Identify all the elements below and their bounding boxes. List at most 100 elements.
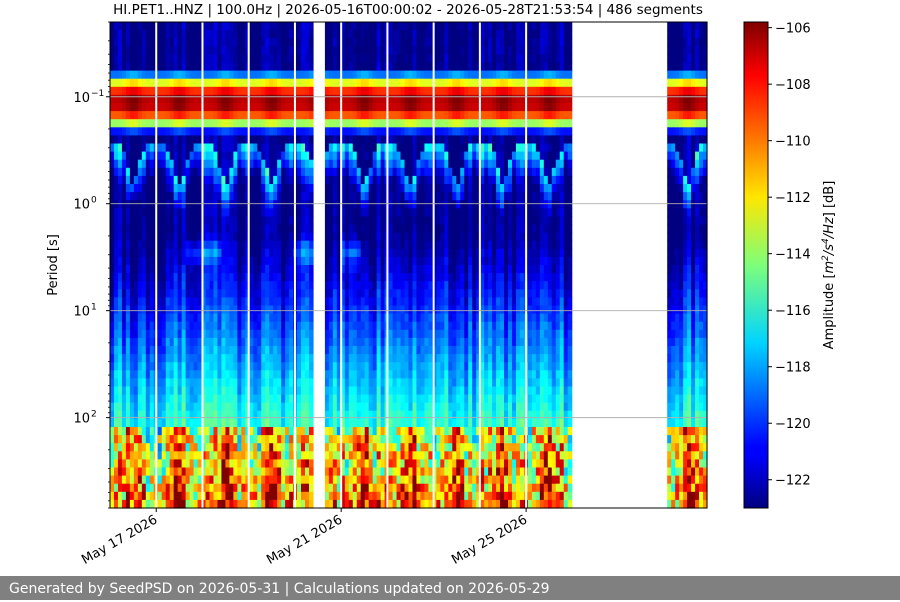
heatmap-cell <box>348 62 354 72</box>
heatmap-cell <box>169 86 175 96</box>
heatmap-cell <box>309 192 314 201</box>
heatmap-cell <box>245 38 250 47</box>
heatmap-cell <box>110 370 115 379</box>
heatmap-cell <box>181 354 187 363</box>
heatmap-cell <box>137 459 143 469</box>
heatmap-cell <box>205 418 211 428</box>
heatmap-cell <box>448 167 453 177</box>
heatmap-cell <box>253 427 258 436</box>
heatmap-cell <box>233 265 238 274</box>
heatmap-cell <box>332 143 338 153</box>
heatmap-cell <box>281 459 286 469</box>
heatmap-cell <box>161 499 167 509</box>
heatmap-cell <box>364 143 370 153</box>
heatmap-cell <box>161 475 167 485</box>
heatmap-cell <box>285 321 290 331</box>
heatmap-cell <box>213 265 219 274</box>
heatmap-cell <box>185 443 191 452</box>
heatmap-cell <box>448 386 453 396</box>
heatmap-cell <box>408 394 414 404</box>
heatmap-cell <box>305 459 310 469</box>
heatmap-cell <box>297 491 302 501</box>
heatmap-cell <box>436 386 441 396</box>
heatmap-cell <box>129 119 135 128</box>
heatmap-cell <box>169 208 175 217</box>
heatmap-cell <box>185 94 191 104</box>
heatmap-cell <box>380 94 386 104</box>
heatmap-cell <box>305 30 310 39</box>
heatmap-cell <box>297 200 302 209</box>
heatmap-cell <box>352 248 358 258</box>
heatmap-cell <box>356 459 362 469</box>
heatmap-cell <box>209 200 215 209</box>
heatmap-cell <box>257 248 262 258</box>
heatmap-cell <box>181 111 187 120</box>
heatmap-cell <box>336 175 342 185</box>
heatmap-cell <box>185 208 191 217</box>
heatmap-cell <box>225 451 230 460</box>
heatmap-cell <box>217 427 223 436</box>
heatmap-cell <box>273 378 278 388</box>
heatmap-cell <box>265 265 270 274</box>
heatmap-cell <box>448 127 453 136</box>
heatmap-cell <box>209 151 215 161</box>
heatmap-cell <box>245 313 250 323</box>
heatmap-cell <box>177 143 183 153</box>
heatmap-cell <box>309 184 314 193</box>
heatmap-cell <box>261 370 266 379</box>
heatmap-cell <box>169 467 175 477</box>
heatmap-cell <box>269 46 274 55</box>
heatmap-cell <box>432 22 437 31</box>
heatmap-cell <box>348 111 354 120</box>
heatmap-cell <box>197 378 203 388</box>
heatmap-cell <box>396 297 402 307</box>
heatmap-cell <box>133 143 139 153</box>
heatmap-cell <box>424 22 429 31</box>
heatmap-cell <box>408 337 414 347</box>
heatmap-cell <box>241 119 246 128</box>
heatmap-cell <box>145 483 151 493</box>
heatmap-cell <box>181 394 187 404</box>
heatmap-cell <box>261 443 266 452</box>
heatmap-cell <box>448 483 453 493</box>
heatmap-cell <box>380 410 386 420</box>
heatmap-cell <box>205 54 211 64</box>
heatmap-cell <box>157 491 163 501</box>
heatmap-cell <box>121 410 127 420</box>
heatmap-cell <box>281 200 286 209</box>
heatmap-cell <box>340 256 346 266</box>
heatmap-cell <box>336 38 342 47</box>
heatmap-cell <box>249 111 254 120</box>
heatmap-cell <box>332 208 338 217</box>
heatmap-cell <box>141 151 147 161</box>
heatmap-cell <box>364 127 370 136</box>
heatmap-cell <box>157 70 163 80</box>
heatmap-cell <box>412 483 418 493</box>
heatmap-cell <box>125 297 131 307</box>
heatmap-cell <box>173 248 179 258</box>
heatmap-cell <box>388 265 394 274</box>
heatmap-cell <box>324 499 330 509</box>
heatmap-cell <box>241 321 246 331</box>
heatmap-cell <box>324 483 330 493</box>
heatmap-cell <box>273 313 278 323</box>
heatmap-cell <box>245 475 250 485</box>
heatmap-cell <box>448 354 453 363</box>
heatmap-cell <box>328 499 334 509</box>
heatmap-cell <box>336 46 342 55</box>
heatmap-cell <box>141 265 147 274</box>
heatmap-cell <box>432 297 437 307</box>
heatmap-cell <box>225 54 230 64</box>
heatmap-cell <box>121 362 127 371</box>
heatmap-cell <box>424 256 429 266</box>
heatmap-cell <box>273 410 278 420</box>
heatmap-cell <box>225 216 230 226</box>
heatmap-cell <box>332 200 338 209</box>
heatmap-cell <box>396 467 402 477</box>
heatmap-cell <box>281 451 286 460</box>
heatmap-cell <box>344 354 350 363</box>
heatmap-cell <box>309 248 314 258</box>
heatmap-cell <box>213 443 219 452</box>
heatmap-cell <box>265 30 270 39</box>
heatmap-cell <box>289 192 294 201</box>
